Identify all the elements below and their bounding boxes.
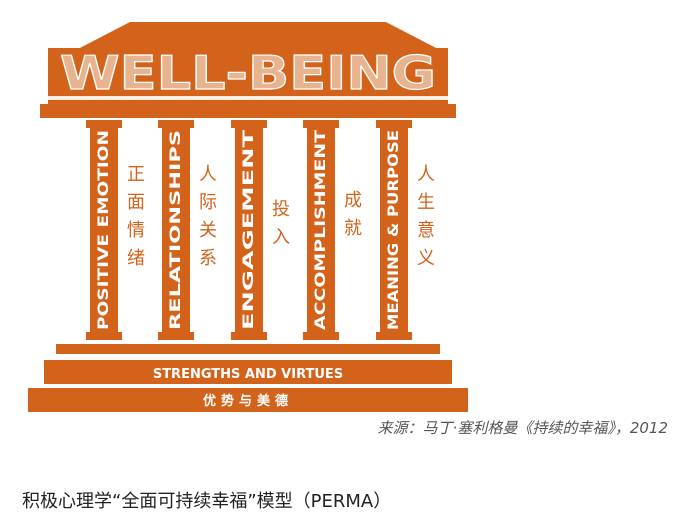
pillar-label-zh: 人生意义: [417, 164, 435, 269]
foundation-zh: 优势与美德: [203, 393, 293, 409]
step-middle: [44, 360, 452, 384]
foundation-en: STRENGTHS AND VIRTUES: [153, 367, 343, 382]
pillar-base: [231, 332, 267, 340]
pillar-5: [380, 124, 408, 336]
source-note: 来源：马丁·塞利格曼《持续的幸福》，2012: [377, 419, 668, 437]
roof-peak: [76, 22, 440, 50]
pillar-label-en: POSITIVE EMOTION: [96, 130, 112, 330]
pillar-base: [158, 332, 194, 340]
roof-band: [48, 96, 448, 100]
pillar-label-zh: 成就: [344, 190, 362, 239]
step-bottom: [28, 388, 468, 412]
pillar-2: [162, 124, 190, 336]
pillar-4: [307, 124, 335, 336]
pillar-label-zh: 投入: [272, 199, 290, 248]
pillar-label-zh: 人际关系: [199, 164, 217, 269]
pillar-3: [235, 124, 263, 336]
figure-caption: 积极心理学“全面可持续幸福”模型（PERMA）: [22, 491, 392, 512]
pillars-group: POSITIVE EMOTION 正面情绪 RELATIONSHIPS 人际关系 ENG…: [86, 120, 435, 340]
pillar-base: [303, 332, 339, 340]
pillar-label-zh: 正面情绪: [127, 164, 145, 269]
pillar-base: [376, 332, 412, 340]
pillar-1: [90, 124, 118, 336]
pillar-label-en: ENGAGEMENT: [241, 129, 257, 330]
perma-temple-diagram: WELL-BEING POSITIVE EMOTION 正面情绪 RELATIONS…: [28, 22, 468, 412]
title-text: WELL-BEING: [60, 46, 436, 100]
roof-base: [40, 104, 456, 118]
pillar-label-en: MEANING & PURPOSE: [386, 130, 402, 330]
pillar-label-en: ACCOMPLISHMENT: [313, 129, 329, 330]
step-top: [56, 344, 440, 354]
pillar-base: [86, 332, 122, 340]
pillar-label-en: RELATIONSHIPS: [168, 130, 184, 330]
